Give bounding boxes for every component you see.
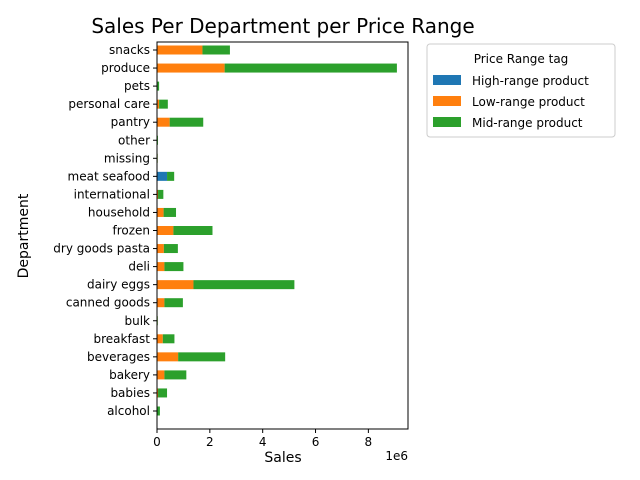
x-axis-scale-label: 1e6 <box>385 449 408 463</box>
bar-dairy-eggs-series-1 <box>157 280 194 290</box>
y-tick-label: bakery <box>109 368 150 382</box>
bar-frozen-series-1 <box>157 226 174 235</box>
legend-swatch <box>433 96 461 106</box>
bar-canned-goods-series-2 <box>164 298 183 308</box>
bar-household-series-2 <box>163 207 177 217</box>
y-tick-label: missing <box>104 151 150 165</box>
x-tick-label: 2 <box>206 435 214 449</box>
bar-breakfast-series-2 <box>162 334 175 344</box>
bar-alcohol-series-2 <box>157 406 160 416</box>
bar-pantry-series-1 <box>157 117 170 127</box>
bar-dry-goods-pasta-series-1 <box>157 244 164 254</box>
bar-bakery-series-2 <box>164 370 187 380</box>
bar-canned-goods-series-1 <box>157 298 165 308</box>
bar-deli-series-2 <box>164 262 184 272</box>
x-axis-label: Sales <box>264 450 301 466</box>
y-tick-label: babies <box>110 386 150 400</box>
y-tick-label: other <box>118 133 150 147</box>
bar-babies-series-1 <box>157 388 159 398</box>
y-tick-label: pets <box>124 79 150 93</box>
bar-international-series-2 <box>158 189 164 199</box>
y-tick-label: beverages <box>87 350 150 364</box>
legend-entry-label: Low-range product <box>472 95 585 109</box>
legend-entry-label: High-range product <box>472 74 589 88</box>
y-tick-label: frozen <box>112 224 150 238</box>
legend: Price Range tag High-range product Low-ra… <box>426 43 616 138</box>
legend-frame <box>426 43 616 138</box>
y-tick-label: deli <box>128 260 150 274</box>
bar-household-series-1 <box>157 207 164 217</box>
bar-beverages-series-1 <box>157 352 179 362</box>
y-tick-label: meat seafood <box>68 169 150 183</box>
bar-frozen-series-2 <box>173 226 213 235</box>
x-tick-label: 4 <box>259 435 267 449</box>
legend-entry-label: Mid-range product <box>472 116 583 130</box>
bar-international-series-1 <box>157 189 159 199</box>
y-tick-label: international <box>74 187 150 201</box>
legend-title: Price Range tag <box>474 52 569 66</box>
y-tick-label: household <box>88 205 150 219</box>
bar-other-series-2 <box>157 135 158 145</box>
legend-swatch <box>433 117 461 127</box>
bar-babies-series-2 <box>158 388 168 398</box>
y-tick-label: breakfast <box>93 332 150 346</box>
bar-dry-goods-pasta-series-2 <box>163 244 178 254</box>
bar-produce-series-1 <box>157 63 225 73</box>
plot-frame <box>156 41 409 430</box>
bar-deli-series-1 <box>157 262 165 272</box>
y-tick-label: personal care <box>68 97 150 111</box>
y-tick-group: alcohol babies bakery beverages breakfast bul… <box>53 43 157 418</box>
bar-personal-care-series-1 <box>157 99 160 109</box>
bar-meat-seafood-series-0 <box>157 171 168 181</box>
bar-meat-seafood-series-2 <box>167 171 175 181</box>
bars-group <box>157 45 397 416</box>
bar-dairy-eggs-series-2 <box>193 280 295 290</box>
bar-beverages-series-2 <box>178 352 226 362</box>
x-tick-group: 0 2 4 6 8 <box>153 429 372 449</box>
y-tick-label: bulk <box>124 314 150 328</box>
x-tick-label: 0 <box>153 435 161 449</box>
y-tick-label: produce <box>101 61 150 75</box>
bar-snacks-series-1 <box>157 45 203 55</box>
bar-bakery-series-1 <box>157 370 165 380</box>
bar-snacks-series-2 <box>202 45 230 55</box>
bar-personal-care-series-2 <box>159 99 168 109</box>
chart-title: Sales Per Department per Price Range <box>91 14 474 38</box>
legend-swatch <box>433 75 461 85</box>
y-axis-label: Department <box>16 193 32 278</box>
y-tick-label: dairy eggs <box>87 278 150 292</box>
y-tick-label: alcohol <box>107 404 150 418</box>
y-tick-label: canned goods <box>66 296 150 310</box>
y-tick-label: pantry <box>111 115 150 129</box>
y-tick-label: dry goods pasta <box>53 242 150 256</box>
x-tick-label: 8 <box>365 435 373 449</box>
y-tick-label: snacks <box>109 43 150 57</box>
bar-breakfast-series-1 <box>157 334 163 344</box>
bar-pantry-series-2 <box>169 117 204 127</box>
x-tick-label: 6 <box>312 435 320 449</box>
bar-pets-series-2 <box>157 81 160 91</box>
bar-produce-series-2 <box>224 63 397 73</box>
